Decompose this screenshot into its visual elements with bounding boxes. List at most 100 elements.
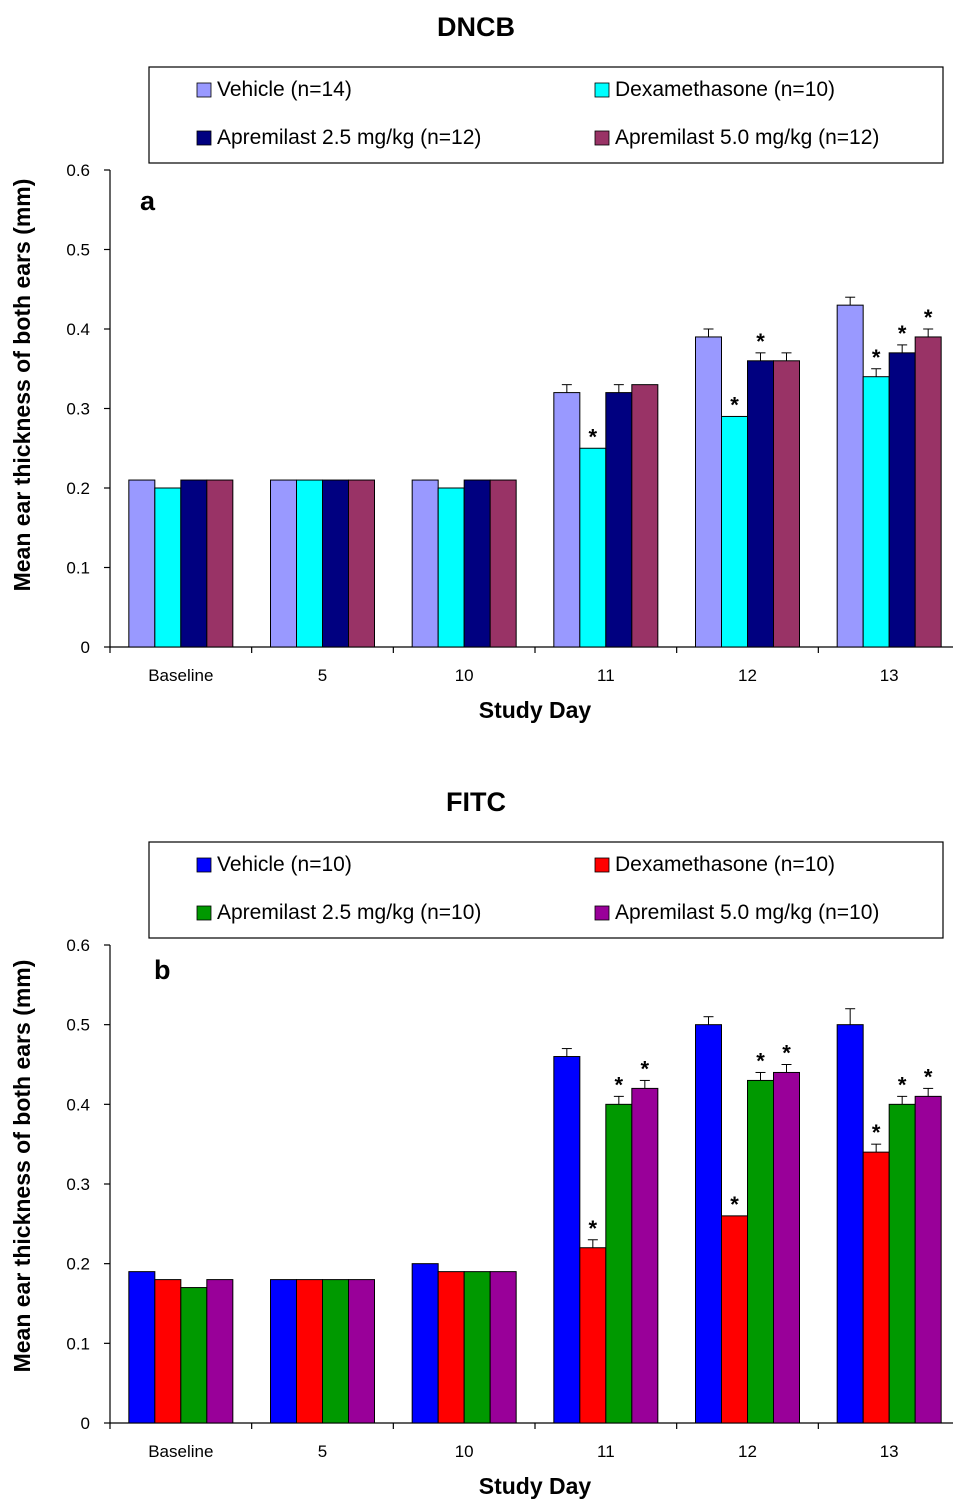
chart-a: DNCB Vehicle (n=14) Dexamethasone (n=10) Ap… [9, 12, 953, 723]
bar [128, 1271, 156, 1424]
legend-marker [594, 82, 610, 98]
legend-marker [196, 82, 212, 98]
bar [862, 376, 890, 648]
bar [553, 392, 581, 648]
bar [463, 1271, 491, 1424]
bar [489, 1271, 517, 1424]
bar [411, 1263, 439, 1424]
chart-b-y-axis-title: Mean ear thickness of both ears (mm) [9, 960, 35, 1373]
legend-label: Dexamethasone (n=10) [615, 78, 835, 101]
significance-marker: * [924, 305, 933, 330]
bar [206, 1279, 234, 1424]
chart-b: FITC Vehicle (n=10) Dexamethasone (n=10) Ap… [9, 787, 953, 1499]
bar [296, 1279, 323, 1424]
bar [579, 1247, 607, 1424]
bar [180, 479, 208, 648]
bar [862, 1151, 890, 1424]
bar [348, 1279, 375, 1424]
chart-b-x-axis-title: Study Day [479, 1473, 592, 1499]
bar [437, 487, 465, 648]
y-tick-label: 0.5 [66, 241, 90, 260]
significance-marker: * [730, 1192, 739, 1217]
bar [437, 1271, 465, 1424]
legend-label: Apremilast 2.5 mg/kg (n=10) [217, 901, 481, 924]
legend-marker [196, 905, 212, 921]
significance-marker: * [589, 424, 598, 449]
significance-marker: * [924, 1064, 933, 1089]
bar [888, 352, 916, 648]
legend-marker [594, 130, 610, 146]
bar [773, 360, 800, 648]
significance-marker: * [756, 329, 765, 354]
bar [154, 487, 182, 648]
chart-a-legend: Vehicle (n=14) Dexamethasone (n=10) Apremi… [148, 66, 944, 164]
chart-a-x-axis-title: Study Day [479, 697, 592, 723]
bar [836, 304, 864, 648]
bar [695, 336, 722, 648]
legend-marker [196, 857, 212, 873]
bar [411, 479, 439, 648]
legend-marker [594, 857, 610, 873]
x-tick-label: 10 [455, 666, 474, 685]
chart-a-y-axis-title: Mean ear thickness of both ears (mm) [9, 179, 35, 592]
bar [914, 1095, 942, 1424]
bar [270, 1279, 297, 1424]
x-tick-label: 13 [880, 666, 899, 685]
x-tick-label: 11 [597, 666, 615, 685]
x-tick-label: Baseline [148, 1442, 213, 1461]
chart-b-legend: Vehicle (n=10) Dexamethasone (n=10) Apremi… [148, 841, 944, 939]
chart-b-panel-label: b [154, 955, 171, 985]
x-tick-label: Baseline [148, 666, 213, 685]
significance-marker: * [641, 1056, 650, 1081]
x-tick-label: 5 [318, 1442, 327, 1461]
legend-label: Vehicle (n=14) [217, 78, 352, 101]
significance-marker: * [898, 321, 907, 346]
bar [695, 1024, 722, 1424]
bar [128, 479, 156, 648]
x-tick-label: 13 [880, 1442, 899, 1461]
x-tick-label: 12 [738, 666, 757, 685]
legend-label: Dexamethasone (n=10) [615, 853, 835, 876]
y-tick-label: 0.6 [66, 936, 90, 955]
bar [836, 1024, 864, 1424]
y-tick-label: 0.4 [66, 320, 90, 339]
legend-box [148, 841, 944, 939]
x-tick-label: 5 [318, 666, 327, 685]
significance-marker: * [782, 1041, 791, 1066]
legend-label: Vehicle (n=10) [217, 853, 352, 876]
bar [747, 360, 774, 648]
significance-marker: * [872, 345, 881, 370]
y-tick-label: 0 [81, 638, 90, 657]
y-tick-label: 0.4 [66, 1095, 90, 1114]
bar [914, 336, 942, 648]
y-tick-label: 0.2 [66, 479, 90, 498]
bar [322, 479, 349, 648]
y-tick-label: 0.1 [66, 559, 90, 578]
bar [773, 1071, 800, 1424]
significance-marker: * [898, 1072, 907, 1097]
legend-marker [196, 130, 212, 146]
bar [747, 1079, 774, 1424]
chart-a-panel-label: a [140, 186, 156, 216]
bar [322, 1279, 349, 1424]
bar [270, 479, 297, 648]
y-tick-label: 0.1 [66, 1334, 90, 1353]
significance-marker: * [615, 1072, 624, 1097]
significance-marker: * [756, 1048, 765, 1073]
significance-marker: * [730, 392, 739, 417]
y-tick-label: 0 [81, 1414, 90, 1433]
bar [888, 1103, 916, 1424]
bar [180, 1287, 208, 1424]
bar [605, 392, 633, 648]
chart-a-title: DNCB [437, 12, 515, 42]
bar [489, 479, 517, 648]
bar [296, 479, 323, 648]
chart-b-title: FITC [446, 787, 506, 817]
x-tick-label: 10 [455, 1442, 474, 1461]
bar [605, 1103, 633, 1424]
bar [553, 1056, 581, 1424]
legend-marker [594, 905, 610, 921]
bar [721, 1215, 748, 1424]
x-tick-label: 11 [597, 1442, 615, 1461]
